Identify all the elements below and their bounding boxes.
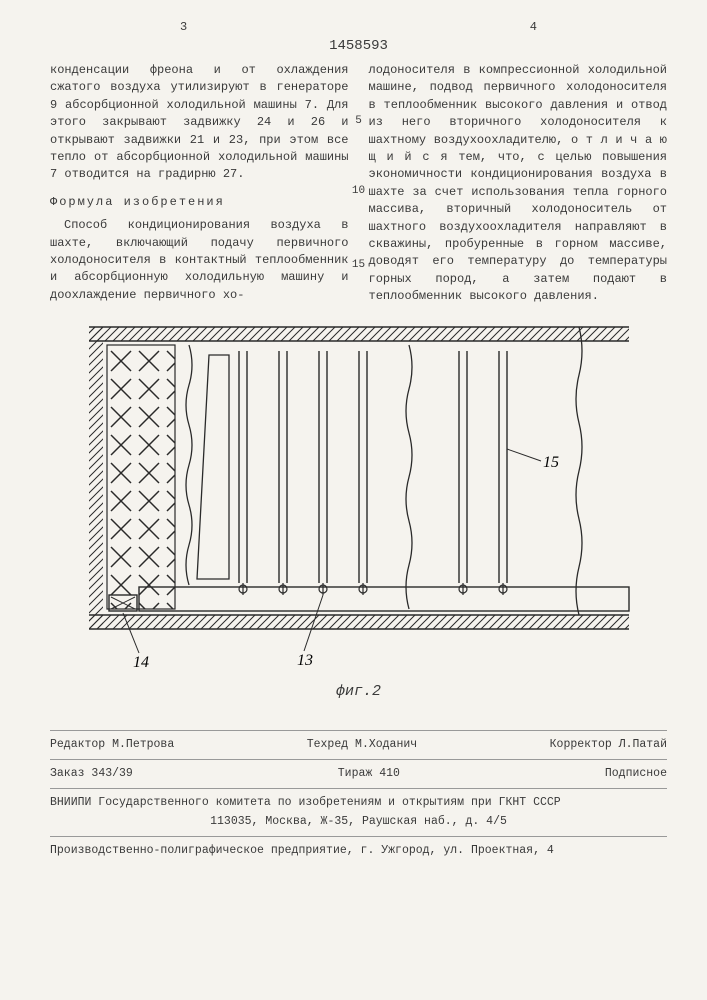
text-columns: 5 10 15 конденсации фреона и от охлажден… — [50, 62, 667, 305]
org-block-2: Производственно-полиграфическое предприя… — [50, 836, 667, 865]
paragraph: лодоносителя в компрессионной холодильно… — [369, 62, 668, 305]
paragraph: Способ кондиционирования воздуха в шахте… — [50, 217, 349, 304]
figure-label-13: 13 — [297, 652, 313, 669]
tirazh-field: Тираж 410 — [338, 764, 400, 784]
paragraph: конденсации фреона и от охлаждения сжато… — [50, 62, 349, 184]
order-field: Заказ 343/39 — [50, 764, 133, 784]
figure-caption: фиг.2 — [50, 683, 667, 700]
editor-field: Редактор М.Петрова — [50, 735, 174, 755]
figure-label-15: 15 — [543, 454, 559, 471]
line-marker: 10 — [352, 184, 365, 200]
line-marker: 15 — [352, 258, 365, 274]
imprint-footer: Редактор М.Петрова Техред М.Ходанич Корр… — [50, 730, 667, 864]
line-marker: 5 — [355, 114, 362, 130]
left-column: конденсации фреона и от охлаждения сжато… — [50, 62, 349, 305]
right-column: лодоносителя в компрессионной холодильно… — [369, 62, 668, 305]
page-num-right: 4 — [530, 20, 537, 34]
patent-number: 1458593 — [50, 38, 667, 54]
sign-field: Подписное — [605, 764, 667, 784]
tech-field: Техред М.Ходанич — [307, 735, 417, 755]
corrector-field: Корректор Л.Патай — [550, 735, 667, 755]
figure-label-14: 14 — [133, 654, 149, 671]
page-num-left: 3 — [180, 20, 187, 34]
figure-2: 13 14 15 фиг.2 — [50, 319, 667, 700]
formula-title: Формула изобретения — [50, 194, 349, 211]
org-block: ВНИИПИ Государственного комитета по изоб… — [50, 788, 667, 836]
